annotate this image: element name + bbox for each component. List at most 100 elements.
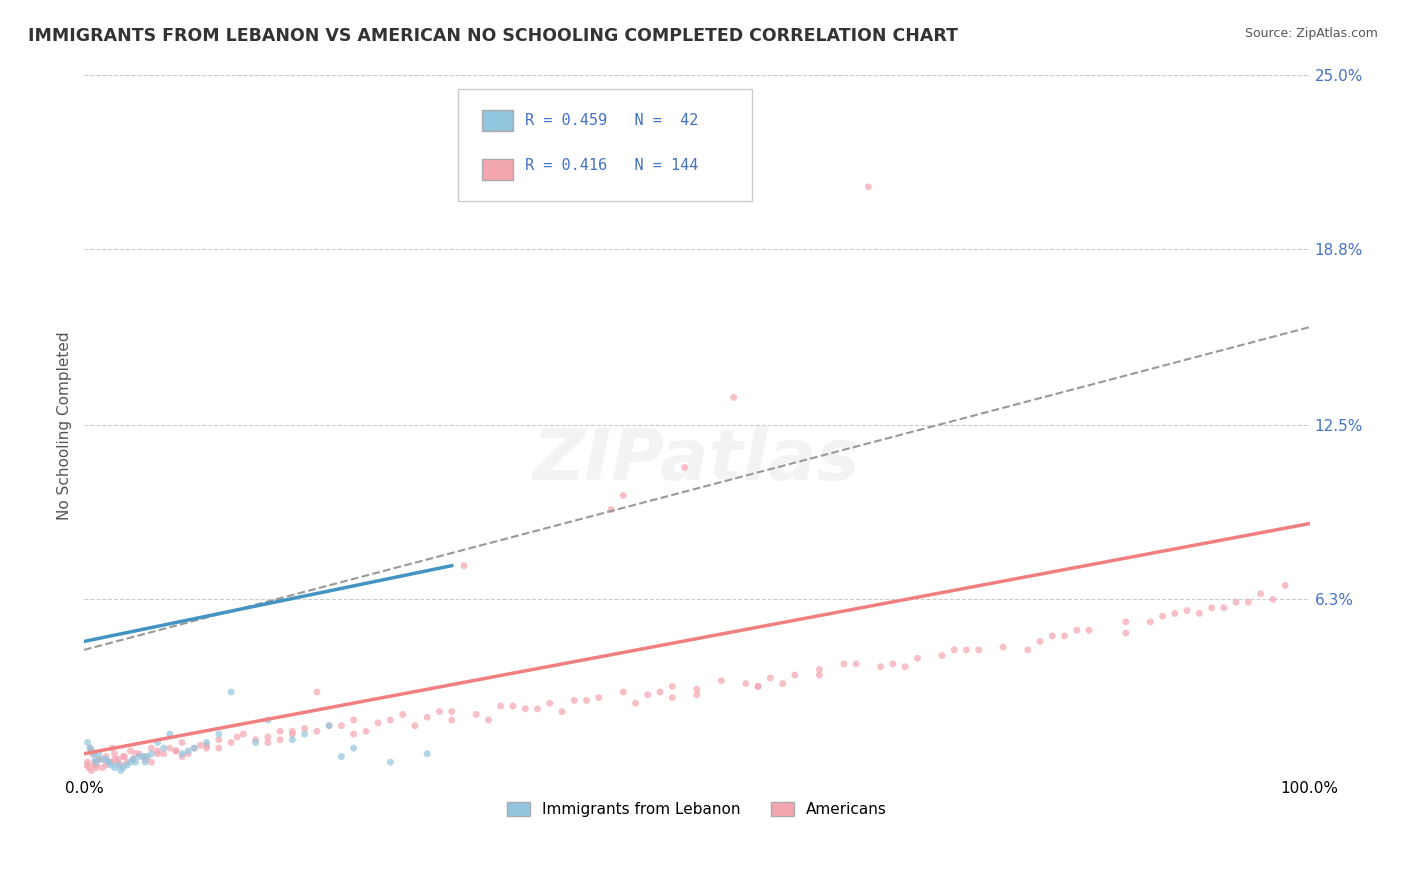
Point (134, 755, 156, 769)
Point (269, 732, 291, 747)
Point (1152, 609, 1174, 624)
Point (783, 668, 806, 682)
Point (134, 752, 156, 766)
Point (343, 713, 366, 727)
Point (128, 749, 150, 764)
Point (132, 749, 155, 764)
Point (1139, 615, 1161, 629)
Point (489, 698, 512, 713)
Point (107, 758, 129, 772)
Text: R = 0.459   N =  42: R = 0.459 N = 42 (526, 112, 699, 128)
Point (120, 744, 142, 758)
Point (612, 685, 634, 699)
Point (538, 696, 561, 710)
Point (858, 179, 880, 194)
Point (141, 741, 163, 756)
Point (1164, 607, 1187, 621)
Point (440, 705, 463, 719)
Point (110, 758, 132, 772)
Point (882, 657, 904, 671)
Point (588, 690, 610, 705)
Point (190, 739, 212, 753)
Point (380, 713, 402, 727)
Point (170, 735, 193, 749)
Point (391, 707, 413, 722)
Point (136, 749, 159, 764)
Point (845, 657, 868, 671)
Point (124, 755, 146, 769)
Point (128, 747, 150, 761)
Point (380, 755, 402, 769)
Point (146, 744, 169, 758)
Point (208, 727, 231, 741)
Point (1115, 615, 1137, 629)
Point (686, 688, 709, 702)
Point (79, 741, 101, 756)
Point (1078, 624, 1101, 638)
Point (1201, 600, 1223, 615)
Point (1188, 607, 1211, 621)
Point (104, 761, 127, 775)
Point (177, 747, 200, 761)
Point (226, 730, 249, 744)
Point (354, 724, 377, 739)
Point (330, 749, 353, 764)
Point (112, 761, 135, 775)
Point (526, 702, 548, 716)
Point (114, 749, 136, 764)
Point (1175, 604, 1198, 618)
Point (661, 690, 683, 705)
Point (477, 713, 499, 727)
Point (170, 747, 193, 761)
Point (84, 761, 107, 775)
Point (124, 747, 146, 761)
Point (931, 648, 953, 663)
Point (453, 558, 475, 573)
Point (747, 679, 769, 693)
Point (808, 668, 831, 682)
Point (600, 502, 623, 516)
FancyBboxPatch shape (482, 110, 513, 130)
Point (343, 741, 366, 756)
Point (686, 682, 709, 697)
Point (256, 735, 278, 749)
Point (83, 758, 105, 772)
Point (772, 676, 794, 690)
Point (343, 727, 366, 741)
Point (1115, 626, 1137, 640)
Point (562, 693, 585, 707)
Point (281, 724, 304, 739)
Point (134, 749, 156, 764)
Point (84, 752, 107, 766)
Point (429, 705, 451, 719)
Point (575, 693, 598, 707)
Point (1212, 600, 1234, 615)
Point (141, 747, 163, 761)
Point (141, 755, 163, 769)
Point (305, 685, 328, 699)
Text: IMMIGRANTS FROM LEBANON VS AMERICAN NO SCHOOLING COMPLETED CORRELATION CHART: IMMIGRANTS FROM LEBANON VS AMERICAN NO S… (28, 27, 957, 45)
Point (115, 758, 138, 772)
Point (94, 752, 117, 766)
Point (943, 643, 966, 657)
Point (219, 735, 242, 749)
Point (1237, 595, 1260, 609)
Point (256, 713, 278, 727)
Point (77, 761, 100, 775)
Point (1250, 587, 1272, 601)
Point (208, 732, 231, 747)
Point (195, 739, 218, 753)
Point (281, 732, 304, 747)
Point (183, 741, 205, 756)
Point (122, 752, 145, 766)
Point (76, 755, 98, 769)
Point (152, 747, 174, 761)
Point (104, 752, 127, 766)
Point (305, 724, 328, 739)
Point (79, 741, 101, 756)
Point (734, 676, 756, 690)
Point (84, 755, 107, 769)
Point (294, 727, 316, 741)
Point (404, 719, 426, 733)
Point (219, 685, 242, 699)
